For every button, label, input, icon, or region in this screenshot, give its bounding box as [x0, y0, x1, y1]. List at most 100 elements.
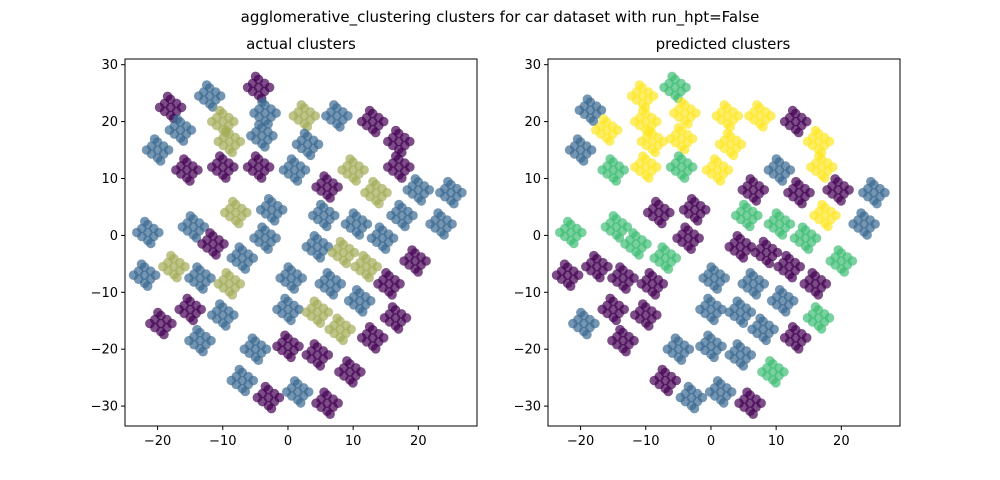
actual-clusters-point-group [324, 313, 356, 346]
actual-clusters-point [334, 367, 344, 377]
actual-clusters-point [163, 145, 174, 155]
actual-clusters-point [234, 242, 245, 252]
actual-clusters-point [314, 279, 325, 289]
actual-clusters-point [323, 350, 334, 360]
actual-clusters-point [335, 236, 346, 247]
actual-clusters-point [373, 279, 383, 289]
predicted-clusters-point [597, 304, 607, 315]
predicted-clusters-point [771, 154, 782, 164]
predicted-clusters-point [821, 279, 832, 289]
predicted-clusters-point [665, 162, 676, 172]
predicted-clusters-point-group [665, 151, 698, 183]
actual-clusters-point [271, 108, 281, 118]
actual-clusters-point [198, 346, 208, 357]
predicted-clusters-x-axis: −20 −10 0 10 20 [567, 426, 850, 449]
actual-clusters-point [333, 182, 343, 192]
actual-clusters-point [362, 219, 373, 229]
predicted-clusters-point [771, 378, 781, 388]
predicted-clusters-point [731, 210, 741, 221]
actual-clusters-point [401, 313, 412, 323]
actual-clusters-x-tick-label: 10 [345, 434, 362, 449]
predicted-clusters-point [576, 307, 586, 318]
predicted-clusters-point [697, 392, 708, 403]
actual-clusters-point [242, 162, 253, 172]
predicted-clusters-point [572, 134, 583, 144]
predicted-clusters-point [595, 272, 605, 283]
predicted-clusters-point [679, 144, 690, 155]
predicted-clusters-point [638, 105, 648, 116]
predicted-clusters-point [742, 387, 752, 398]
actual-clusters-point-group [174, 293, 206, 326]
actual-clusters-point [292, 176, 303, 186]
actual-clusters-point-group [249, 97, 281, 129]
actual-clusters-point [366, 233, 377, 243]
predicted-clusters-point [785, 165, 796, 175]
predicted-clusters-point [611, 176, 621, 186]
actual-clusters-point [166, 250, 176, 261]
predicted-clusters-point [686, 194, 697, 204]
actual-clusters-point [198, 284, 208, 294]
actual-clusters-point [319, 171, 329, 181]
actual-clusters-point [132, 227, 142, 238]
actual-clusters-point [358, 250, 369, 261]
actual-clusters-point-group [128, 259, 161, 292]
actual-clusters-point [303, 387, 314, 397]
predicted-clusters-point [755, 313, 765, 324]
predicted-clusters-point-group [662, 333, 695, 366]
predicted-clusters-y-tick-label: 20 [524, 115, 541, 130]
actual-clusters-point-group [327, 236, 360, 269]
predicted-clusters-point [866, 176, 876, 187]
predicted-clusters-point [720, 273, 730, 283]
predicted-clusters-point [615, 262, 625, 272]
predicted-clusters-point [607, 335, 617, 346]
actual-clusters-point [354, 230, 365, 240]
actual-clusters-point [399, 256, 409, 266]
actual-clusters-point-group [379, 302, 412, 334]
actual-clusters-point [268, 131, 278, 141]
predicted-clusters-point [692, 216, 703, 226]
predicted-clusters-point [728, 150, 739, 161]
predicted-clusters-point [603, 261, 613, 272]
predicted-clusters-point-group [574, 94, 607, 126]
actual-clusters-x-axis: −20 −10 0 10 20 [144, 426, 427, 449]
actual-clusters-point [257, 222, 267, 232]
actual-clusters-y-axis: −30 −20 −10 0 10 20 30 [91, 58, 125, 415]
actual-clusters-point [402, 185, 413, 195]
actual-clusters-point [323, 307, 334, 318]
actual-clusters-point [383, 162, 393, 172]
actual-clusters-point [322, 221, 332, 232]
actual-clusters-point-group [278, 154, 311, 186]
predicted-clusters-point [608, 211, 619, 221]
actual-clusters-point [215, 299, 225, 309]
predicted-clusters-point [652, 310, 662, 320]
actual-clusters-point-group [220, 196, 252, 229]
predicted-clusters-point [676, 355, 687, 366]
actual-clusters-point-group [366, 222, 399, 254]
actual-clusters-point [360, 187, 370, 198]
actual-clusters-point [158, 261, 168, 272]
actual-clusters-point [443, 176, 453, 187]
actual-clusters-point [315, 318, 326, 329]
actual-clusters-point [149, 134, 160, 144]
actual-clusters-point [272, 304, 282, 315]
actual-clusters-point [309, 296, 320, 307]
actual-clusters-point [188, 315, 198, 326]
predicted-clusters-point [781, 250, 791, 261]
predicted-clusters-point [659, 82, 669, 93]
actual-clusters-point [179, 154, 189, 164]
predicted-clusters-point-group [665, 122, 698, 155]
predicted-clusters-point-group [620, 228, 652, 260]
predicted-clusters-point [582, 94, 593, 104]
actual-clusters-point-group [343, 285, 376, 317]
predicted-clusters-point [809, 210, 819, 221]
actual-clusters-point-group [288, 100, 321, 132]
actual-clusters-point [271, 233, 281, 243]
predicted-clusters-point [649, 253, 660, 263]
actual-clusters-point-group [301, 296, 334, 329]
actual-clusters-point [277, 205, 288, 215]
actual-clusters-point-group [207, 151, 239, 183]
actual-clusters-point [365, 296, 376, 306]
actual-clusters-point [264, 82, 275, 93]
actual-clusters-point [378, 333, 389, 343]
actual-clusters-point [197, 239, 207, 249]
